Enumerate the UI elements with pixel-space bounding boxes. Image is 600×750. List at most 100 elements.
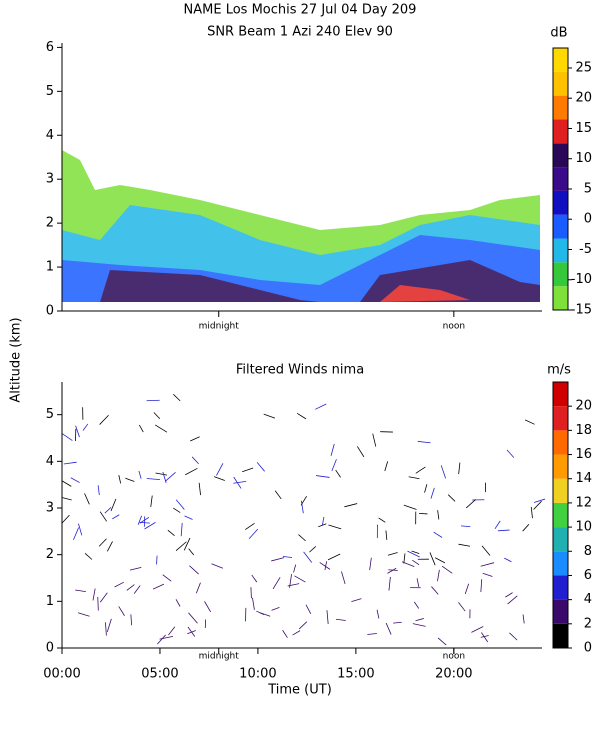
wind-barb-texture — [168, 626, 176, 636]
wind-barb-texture — [180, 522, 183, 537]
wind-barb-texture — [376, 609, 380, 619]
wind-barb-texture — [282, 630, 288, 638]
y-tick-label: 2 — [46, 547, 54, 562]
y-tick-label: 4 — [46, 128, 54, 143]
wind-barb-texture — [321, 516, 325, 526]
y-tick-label: 2 — [46, 216, 54, 231]
colorbar-band — [553, 406, 568, 431]
wind-barb-texture — [482, 572, 493, 577]
colorbar-tick-label: 18 — [575, 423, 592, 438]
colorbar-band — [553, 48, 568, 72]
wind-barb-texture — [150, 495, 153, 508]
colorbar-band — [553, 262, 568, 287]
wind-barb-texture — [298, 534, 306, 542]
wind-barb-texture — [300, 500, 304, 514]
wind-barb-texture — [184, 515, 193, 520]
wind-barb-texture — [341, 571, 346, 585]
colorbar-unit: m/s — [547, 363, 571, 378]
colorbar-tick-label: -5 — [579, 242, 592, 257]
wind-barb-texture — [494, 520, 501, 530]
x-tick-label: 10:00 — [239, 667, 276, 682]
wind-barb-texture — [407, 550, 420, 558]
y-axis-label: Altitude (km) — [9, 317, 24, 402]
wind-barb-texture — [533, 500, 542, 510]
wind-barb-texture — [412, 559, 420, 566]
wind-barb-texture — [92, 588, 96, 601]
colorbar-tick-label: 6 — [584, 568, 592, 583]
colorbar-band — [553, 214, 568, 239]
wind-barb-texture — [481, 632, 489, 643]
wind-barb-texture — [282, 556, 293, 558]
colorbar-band — [553, 575, 568, 600]
wind-barb-texture — [242, 467, 254, 473]
x-tick-label: 15:00 — [337, 667, 374, 682]
wind-barb-texture — [433, 531, 443, 538]
y-tick-label: 3 — [46, 172, 54, 187]
wind-barb-texture — [507, 595, 518, 605]
wind-barb-texture — [481, 545, 491, 556]
wind-barb-texture — [293, 564, 297, 573]
wind-barb-texture — [187, 626, 196, 637]
wind-barb-texture — [245, 523, 255, 530]
wind-barb-texture — [198, 482, 201, 496]
wind-barb-texture — [298, 621, 308, 630]
colorbar-tick-label: 10 — [575, 520, 592, 535]
wind-barb-texture — [415, 466, 426, 474]
wind-barb-texture — [401, 561, 415, 567]
colorbar-band — [553, 623, 568, 648]
wind-barb-texture — [62, 433, 73, 441]
wind-barb-texture — [155, 472, 168, 476]
wind-barb-texture — [506, 449, 515, 458]
y-tick-label: 4 — [46, 454, 54, 469]
wind-barb-texture — [106, 541, 113, 552]
wind-barb-texture — [460, 525, 471, 528]
chart-subtitle: SNR Beam 1 Azi 240 Elev 90 — [207, 25, 393, 40]
wind-barb-texture — [330, 443, 335, 456]
wind-barb-texture — [75, 589, 86, 593]
wind-barb-texture — [418, 512, 428, 515]
wind-barb-texture — [175, 541, 187, 552]
wind-barb-texture — [296, 412, 307, 420]
wind-barb-texture — [73, 527, 80, 541]
wind-barb-texture — [431, 586, 439, 595]
wind-barb-texture — [84, 553, 93, 560]
wind-barb-texture — [118, 475, 122, 484]
wind-barb-texture — [408, 476, 420, 480]
colorbar-tick-label: 15 — [575, 121, 592, 136]
wind-barb-texture — [61, 480, 72, 487]
wind-barb-texture — [133, 585, 141, 594]
wind-barb-texture — [287, 583, 300, 587]
chart-title: Filtered Winds nima — [236, 363, 364, 378]
x-axis-label: Time (UT) — [267, 683, 332, 698]
x-tick-label: midnight — [199, 652, 240, 662]
wind-barb-texture — [185, 467, 198, 476]
wind-barb-texture — [412, 623, 426, 627]
wind-barb-texture — [435, 557, 446, 564]
wind-barb-texture — [415, 618, 424, 622]
wind-barb-texture — [318, 523, 327, 528]
wind-barb-texture — [98, 538, 107, 547]
y-tick-label: 5 — [46, 84, 54, 99]
wind-barb-texture — [465, 499, 476, 509]
wind-barb-texture — [331, 459, 337, 472]
colorbar-tick-label: 10 — [575, 151, 592, 166]
wind-barb-texture — [437, 569, 440, 582]
wind-barb-texture — [99, 511, 107, 522]
wind-barb-texture — [213, 476, 225, 481]
wind-barb-texture — [139, 521, 150, 524]
wind-barb-texture — [162, 574, 172, 582]
wind-barb-texture — [188, 612, 198, 624]
wind-barb-texture — [303, 551, 313, 563]
colorbar-band — [553, 238, 568, 263]
wind-barb-texture — [372, 433, 377, 447]
wind-barb-texture — [97, 485, 100, 496]
wind-barb-texture — [272, 577, 281, 590]
wind-barb-texture — [152, 583, 165, 590]
wind-barb-texture — [183, 537, 191, 551]
colorbar-tick-label: 0 — [584, 212, 592, 227]
wind-barb-texture — [509, 632, 518, 641]
colorbar-band — [553, 502, 568, 528]
wind-barb-texture — [326, 610, 329, 625]
y-tick-label: 0 — [46, 641, 54, 656]
